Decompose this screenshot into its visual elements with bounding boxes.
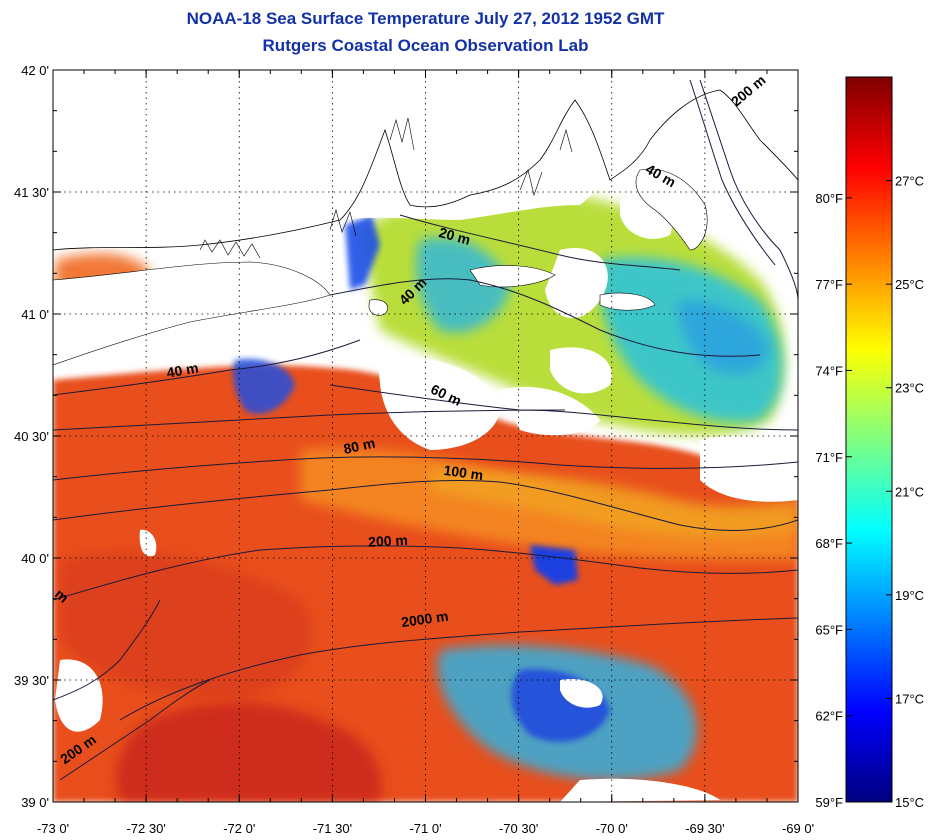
map-title: NOAA-18 Sea Surface Temperature July 27,… (186, 9, 665, 28)
isobath-80m-east (53, 456, 798, 481)
colorbar-f-label: 65°F (815, 622, 843, 637)
colorbar-c-label: 25°C (895, 277, 924, 292)
isobath-20m (399, 214, 681, 271)
lat-tick-label: 42 0' (21, 63, 49, 78)
colorbar-c-label: 15°C (895, 795, 924, 810)
colorbar-c-label: 27°C (895, 174, 924, 189)
lon-tick-label: -71 30' (313, 821, 352, 836)
isobath-label: 80 m (342, 435, 377, 457)
isobath-east (699, 79, 798, 301)
isobath-200m-sw (59, 679, 211, 781)
colorbar-ticks: 15°C 17°C 19°C 21°C 23°C 25°C 27°C 59°F 62°F 65°F… (815, 174, 924, 810)
lon-tick-label: -73 0' (37, 821, 69, 836)
lon-tick-label: -72 30' (126, 821, 165, 836)
lat-tick-label: 39 30' (14, 673, 49, 688)
lon-tick-label: -69 30' (685, 821, 724, 836)
isobath-200m (53, 545, 798, 601)
colorbar-f-label: 62°F (815, 709, 843, 724)
cape-cod (635, 168, 708, 251)
cold-patch-north (345, 215, 380, 290)
isobath-80m (53, 409, 566, 431)
lat-tick-label: 39 0' (21, 795, 49, 810)
isobath-label: 40 m (165, 359, 199, 380)
very-warm-water-region (116, 702, 382, 802)
colorbar (845, 76, 893, 803)
axis-labels: -73 0' -72 30' -72 0' -71 30' -71 0' -70 30' -… (14, 63, 814, 836)
isobath-label: 20 m (437, 224, 472, 248)
isobath-label: 2000 m (400, 608, 449, 630)
isobath-2000m (119, 617, 798, 721)
isobath-label: 100 m (443, 462, 485, 483)
lat-tick-label: 40 0' (21, 551, 49, 566)
lat-tick-label: 41 0' (21, 307, 49, 322)
isobath-100m (53, 479, 798, 531)
lon-tick-label: -70 0' (596, 821, 628, 836)
colorbar-c-label: 23°C (895, 381, 924, 396)
isobath-40m-north (329, 278, 761, 357)
colorbar-c-label: 17°C (895, 691, 924, 706)
lon-tick-label: -69 0' (782, 821, 814, 836)
colorbar-c-label: 19°C (895, 588, 924, 603)
block-island (368, 299, 389, 316)
lon-tick-label: -71 0' (409, 821, 441, 836)
cool-patch-center (416, 237, 510, 333)
colorbar-f-label: 71°F (815, 450, 843, 465)
gridlines (53, 70, 798, 802)
coastline-detail (199, 117, 573, 259)
colorbar-f-label: 68°F (815, 536, 843, 551)
warm-core-region (60, 552, 312, 700)
isobath-deep-sw (53, 599, 161, 701)
map-subtitle: Rutgers Coastal Ocean Observation Lab (262, 36, 589, 55)
lon-tick-label: -72 0' (223, 821, 255, 836)
colorbar-c-label: 21°C (895, 484, 924, 499)
bathymetry-contours (53, 79, 798, 781)
cold-patch-west (233, 358, 295, 414)
colorbar-f-label: 59°F (815, 795, 843, 810)
isobath-east-2 (689, 79, 776, 266)
shelf-warm-band (430, 470, 798, 537)
isobath-label: 200 m (368, 532, 408, 550)
isobath-60m (329, 384, 798, 431)
lon-tick-label: -70 30' (499, 821, 538, 836)
lat-tick-label: 41 30' (14, 185, 49, 200)
axis-ticks (52, 69, 799, 803)
colorbar-f-label: 74°F (815, 363, 843, 378)
colorbar-f-label: 80°F (815, 191, 843, 206)
isobath-40m-west (53, 339, 361, 396)
cold-patch-south (530, 545, 578, 585)
coastline (53, 89, 798, 251)
nantucket (599, 292, 656, 311)
lat-tick-label: 40 30' (14, 429, 49, 444)
colorbar-f-label: 77°F (815, 277, 843, 292)
